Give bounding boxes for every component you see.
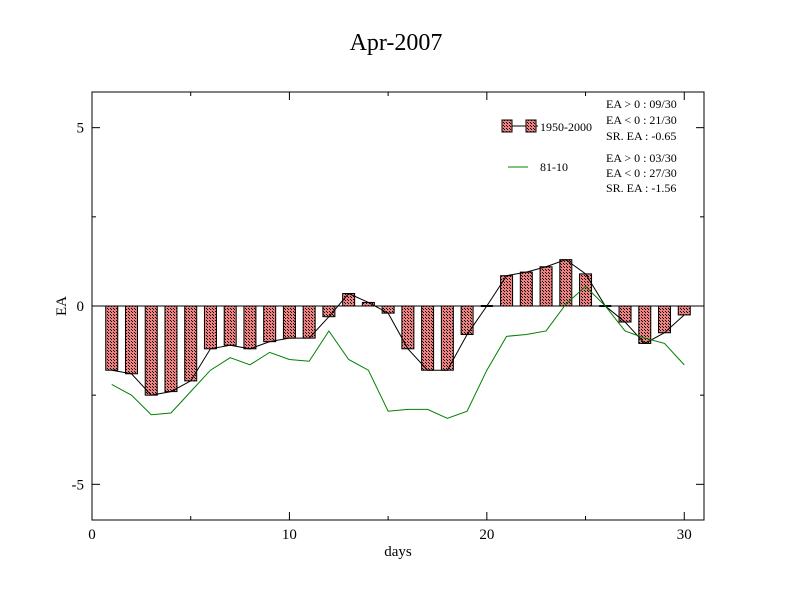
legend-bar-swatch-left — [501, 119, 513, 133]
bar — [243, 305, 257, 350]
bar — [124, 305, 138, 375]
bar — [421, 305, 435, 371]
stat-8110-pos: EA > 0 : 03/30 — [606, 151, 677, 165]
bar — [223, 305, 237, 346]
bar — [184, 305, 198, 382]
chart-title: Apr-2007 — [350, 30, 443, 56]
y-tick-label: 0 — [77, 299, 85, 315]
bar — [440, 305, 454, 371]
legend-line-label: 81-10 — [540, 160, 568, 174]
stat-1950-sr: SR. EA : -0.65 — [606, 129, 676, 143]
bar — [203, 305, 217, 350]
y-tick-label: -5 — [72, 477, 85, 493]
x-tick-label: 0 — [88, 527, 96, 543]
y-tick-label: 5 — [77, 121, 85, 137]
legend-bar-label: 1950-2000 — [540, 120, 592, 134]
bar — [282, 305, 296, 339]
bar — [500, 275, 514, 307]
bar — [618, 305, 632, 323]
x-tick-label: 10 — [282, 527, 297, 543]
bar — [460, 305, 474, 336]
bar-series — [105, 259, 691, 396]
bar — [519, 271, 533, 307]
line-series — [111, 259, 685, 419]
bar — [105, 305, 119, 371]
x-tick-label: 30 — [677, 527, 692, 543]
y-axis-label: EA — [54, 296, 70, 316]
bar — [677, 305, 691, 316]
stat-8110-neg: EA < 0 : 27/30 — [606, 166, 677, 180]
stat-1950-neg: EA < 0 : 21/30 — [606, 113, 677, 127]
bar — [539, 266, 553, 307]
legend: 1950-2000 81-10 — [501, 119, 592, 174]
stat-1950-pos: EA > 0 : 09/30 — [606, 97, 677, 111]
bar — [263, 305, 277, 343]
stat-8110-sr: SR. EA : -1.56 — [606, 181, 676, 195]
legend-bar-swatch-right — [525, 119, 537, 133]
bar — [559, 259, 573, 307]
bar — [401, 305, 415, 350]
x-axis-label: days — [384, 544, 412, 560]
x-tick-label: 20 — [479, 527, 494, 543]
series-line-81-10 — [111, 285, 685, 419]
series-line-1950-2000 — [111, 259, 685, 396]
bar — [144, 305, 158, 396]
stats-annotations: EA > 0 : 09/30 EA < 0 : 21/30 SR. EA : -… — [606, 97, 677, 195]
bar — [381, 305, 395, 314]
bar — [164, 305, 178, 393]
